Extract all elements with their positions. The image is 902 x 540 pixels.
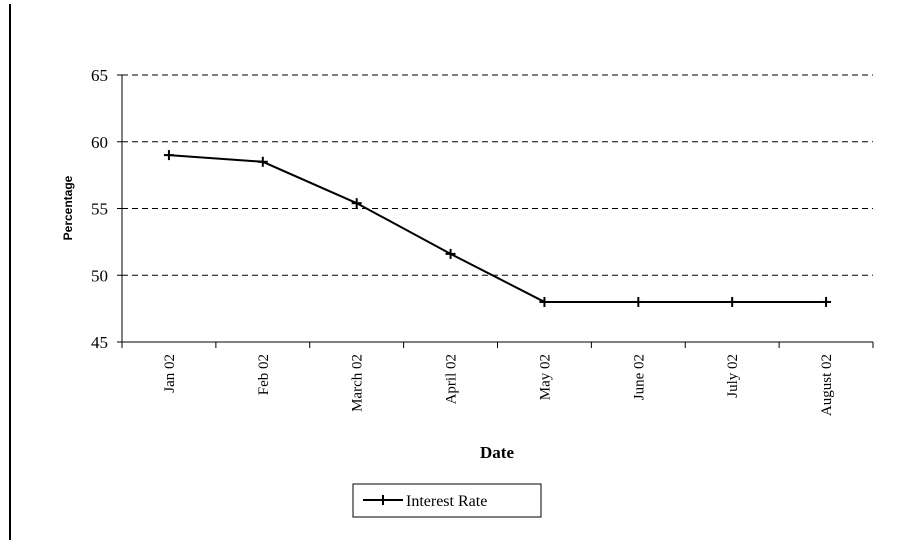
y-tick-label: 65 bbox=[91, 66, 108, 85]
x-tick-label: June 02 bbox=[631, 354, 647, 400]
x-tick-label: April 02 bbox=[444, 354, 460, 404]
data-point bbox=[539, 296, 550, 307]
series-line bbox=[168, 154, 827, 303]
series-group bbox=[163, 150, 832, 307]
x-tick-label: July 02 bbox=[725, 354, 741, 398]
x-axis-label: Date bbox=[480, 443, 514, 462]
data-point bbox=[445, 248, 456, 259]
x-tick-label: Feb 02 bbox=[256, 354, 272, 395]
data-point bbox=[351, 198, 362, 209]
x-tick-label: May 02 bbox=[537, 354, 553, 400]
data-point bbox=[727, 296, 738, 307]
y-tick-label: 50 bbox=[91, 266, 108, 285]
x-tick-label: March 02 bbox=[350, 354, 366, 412]
y-axis-ticks: 45 50 55 60 65 bbox=[91, 66, 122, 352]
gridlines bbox=[122, 74, 873, 276]
legend-label: Interest Rate bbox=[406, 493, 487, 510]
legend: Interest Rate bbox=[352, 483, 542, 518]
y-tick-label: 55 bbox=[91, 200, 108, 219]
x-tick-label: Jan 02 bbox=[162, 354, 178, 393]
x-tick-label: August 02 bbox=[819, 354, 835, 416]
x-axis-ticks: Jan 02 Feb 02 March 02 April 02 May 02 June 0… bbox=[121, 342, 874, 416]
y-tick-label: 45 bbox=[91, 333, 108, 352]
y-tick-label: 60 bbox=[91, 133, 108, 152]
data-point bbox=[821, 296, 832, 307]
data-point bbox=[163, 150, 174, 161]
data-point bbox=[633, 296, 644, 307]
data-point bbox=[257, 156, 268, 167]
y-axis-label: Percentage bbox=[61, 175, 75, 240]
